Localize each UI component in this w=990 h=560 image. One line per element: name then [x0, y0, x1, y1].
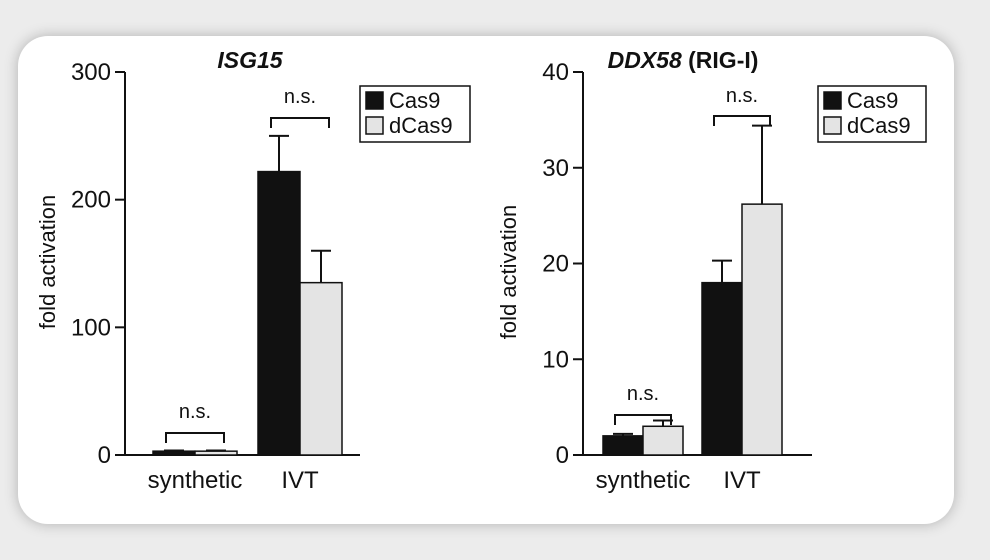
- chart-title: ISG15: [217, 47, 283, 73]
- legend-label-dcas9: dCas9: [847, 113, 911, 138]
- chart-2: DDX58 (RIG-I) fold activation 0 10 20 30 40 syn…: [496, 47, 927, 494]
- legend-label-cas9: Cas9: [847, 88, 898, 113]
- significance-label: n.s.: [627, 383, 659, 405]
- significance-label: n.s.: [726, 85, 758, 107]
- bar-dcas9-ivt: [299, 281, 343, 456]
- legend-swatch-cas9: [823, 91, 842, 110]
- significance-label: n.s.: [179, 401, 211, 423]
- bar-cas9-ivt: [257, 170, 301, 456]
- x-tick-label: synthetic: [596, 467, 691, 494]
- bar-dcas9-synthetic: [642, 425, 684, 456]
- y-tick-label: 0: [556, 442, 569, 469]
- bar-cas9-ivt: [701, 281, 743, 456]
- legend-label-cas9: Cas9: [389, 88, 440, 113]
- y-tick-label: 300: [71, 59, 111, 86]
- bar-dcas9-ivt: [741, 203, 783, 456]
- figure-card: [18, 36, 954, 524]
- x-tick-label: IVT: [281, 467, 319, 494]
- significance-bracket: [165, 432, 225, 443]
- legend-swatch-dcas9: [823, 116, 842, 135]
- bar-cas9-synthetic: [602, 435, 644, 456]
- significance-bracket: [614, 414, 672, 425]
- significance-bracket: [713, 115, 771, 126]
- legend-label-dcas9: dCas9: [389, 113, 453, 138]
- y-tick-label: 200: [71, 187, 111, 214]
- y-axis-label: fold activation: [496, 205, 521, 340]
- y-tick-label: 30: [542, 155, 569, 182]
- y-tick-label: 40: [542, 59, 569, 86]
- bar-dcas9-synthetic: [194, 450, 238, 456]
- significance-bracket: [270, 117, 330, 128]
- y-tick-label: 10: [542, 346, 569, 373]
- chart-title-suffix: (RIG-I): [682, 47, 759, 73]
- significance-label: n.s.: [284, 86, 316, 108]
- y-axis-label: fold activation: [35, 195, 60, 330]
- chart-title-gene: DDX58: [608, 47, 682, 73]
- x-tick-label: IVT: [723, 467, 761, 494]
- legend-swatch-cas9: [365, 91, 384, 110]
- bar-cas9-synthetic: [152, 450, 196, 456]
- chart-title: DDX58 (RIG-I): [608, 47, 759, 73]
- y-tick-label: 100: [71, 314, 111, 341]
- x-tick-label: synthetic: [148, 467, 243, 494]
- chart-1: ISG15 fold activation 0 100 200 300 synthetic n…: [35, 47, 471, 494]
- legend-swatch-dcas9: [365, 116, 384, 135]
- chart-title-gene: ISG15: [217, 47, 283, 73]
- y-tick-label: 0: [98, 442, 111, 469]
- y-tick-label: 20: [542, 251, 569, 278]
